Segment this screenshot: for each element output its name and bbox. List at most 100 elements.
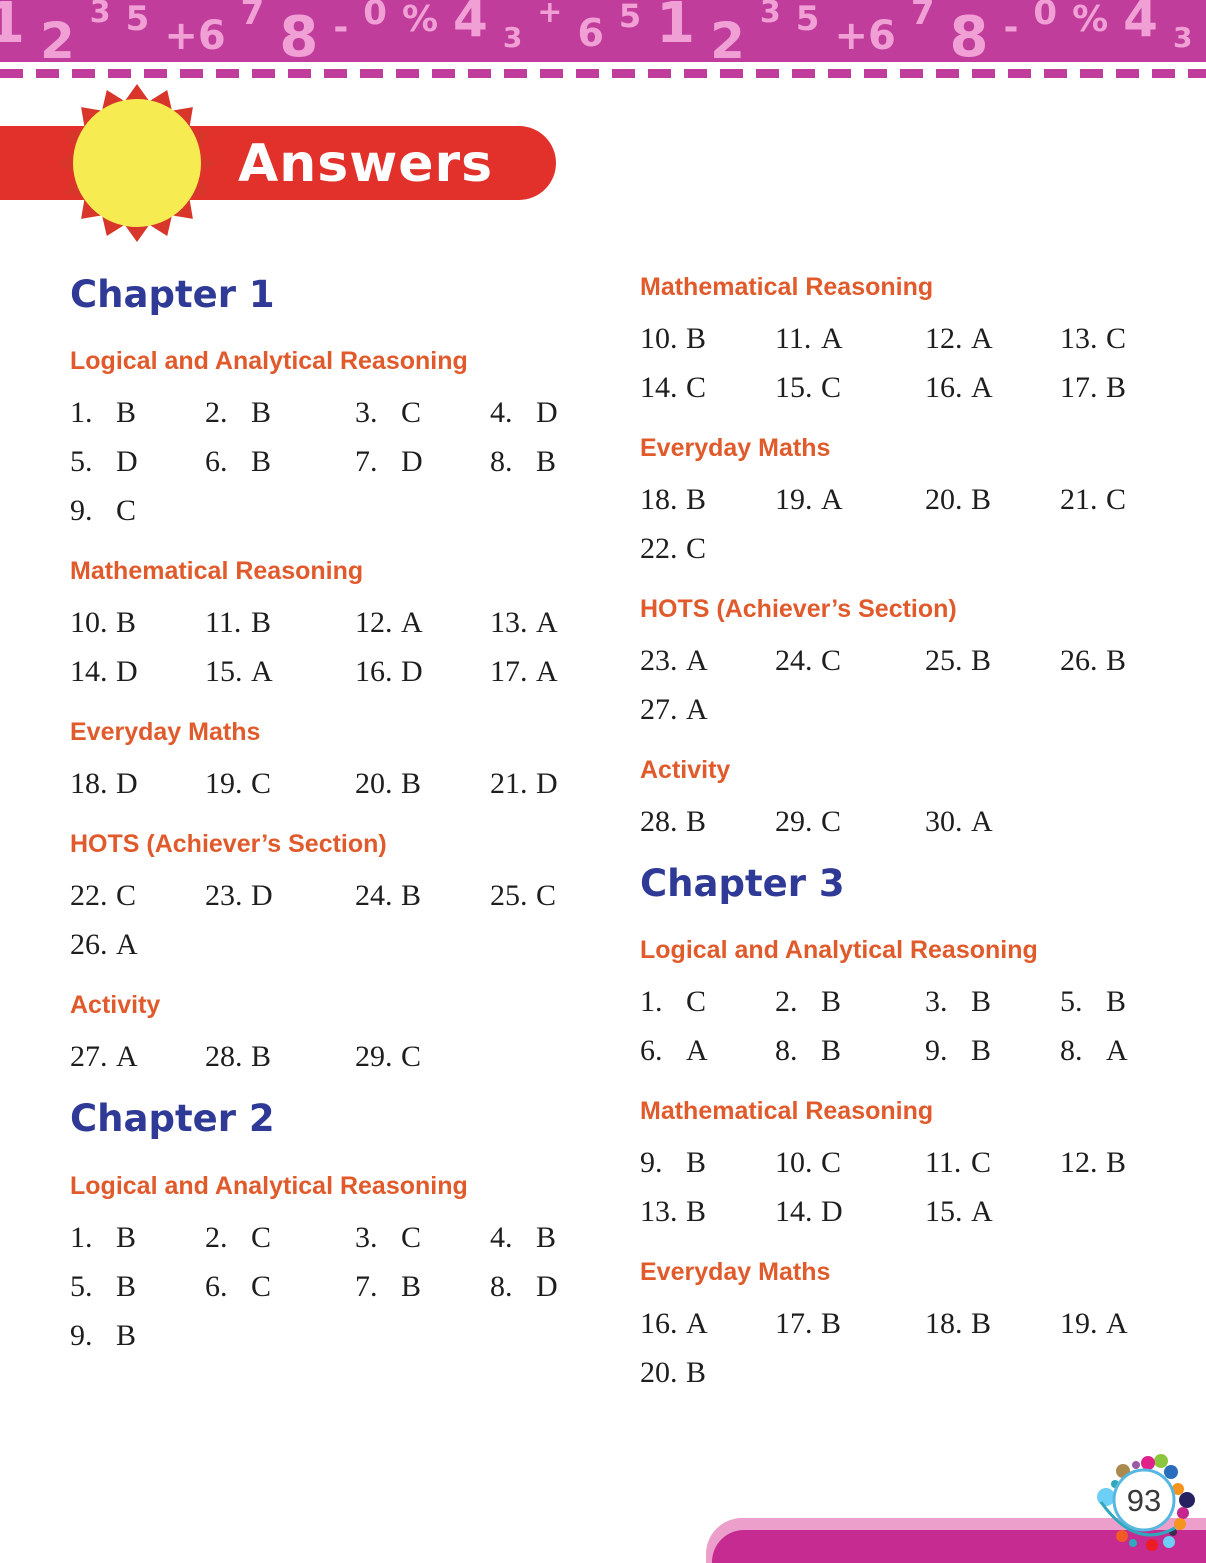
answer-item: 19. A — [775, 483, 925, 517]
answer-item: 8. D — [490, 1270, 595, 1304]
answer-item: 29. C — [355, 1040, 490, 1074]
answer-letter: B — [1106, 371, 1127, 404]
answer-letter: A — [971, 322, 993, 355]
answer-item: 3. C — [355, 1221, 490, 1255]
answer-item: 28. B — [640, 805, 775, 839]
answer-item: 19. A — [1060, 1307, 1165, 1341]
answer-item: 26. B — [1060, 644, 1165, 678]
answer-letter: B — [821, 1307, 842, 1341]
answer-number: 12. — [355, 606, 393, 640]
answer-number: 10. — [70, 606, 108, 640]
answer-item: 11. B — [205, 606, 355, 640]
answer-item: 22. C — [640, 532, 775, 566]
answer-number: 25. — [490, 879, 528, 913]
answer-number: 16. — [355, 655, 393, 689]
answer-letter: D — [116, 767, 138, 801]
answer-number: 20. — [640, 1356, 678, 1390]
answer-item: 6. A — [640, 1034, 775, 1068]
right-column: Mathematical Reasoning 10. B 11. A 12. A 13. C 14… — [640, 272, 1165, 1390]
answer-item: 1. B — [70, 1221, 205, 1255]
answer-number: 2. — [205, 1220, 228, 1254]
answer-item: 6. B — [205, 445, 355, 479]
answer-letter: C — [251, 1220, 272, 1254]
answer-grid: 28. B 29. C 30. A — [640, 805, 1165, 839]
answer-letter: B — [686, 1195, 707, 1229]
section-heading: Activity — [70, 991, 161, 1020]
answer-item: 17. A — [490, 655, 595, 689]
answer-number: 20. — [925, 483, 963, 516]
pattern-glyph: - — [333, 7, 349, 48]
answer-grid: 10. B 11. B 12. A 13. A 14. D 15. A 16. D 17. A — [70, 606, 595, 689]
chapter-heading: Chapter 1 — [70, 273, 275, 316]
decorative-dot — [1177, 1507, 1189, 1519]
answer-item: 21. C — [1060, 483, 1165, 517]
answer-number: 26. — [70, 928, 108, 962]
decorative-dot — [1146, 1539, 1158, 1551]
answer-grid: 1. C 2. B 3. B 5. B 6. A 8. B 9. B 8. A — [640, 985, 1165, 1068]
pattern-glyph: 8 — [279, 5, 319, 63]
answer-item: 3. B — [925, 985, 1060, 1019]
answer-letter: A — [971, 805, 993, 838]
pattern-glyph: 8 — [949, 5, 989, 63]
answer-item: 18. B — [640, 483, 775, 517]
answer-number: 1. — [70, 1220, 93, 1254]
answer-item: 9. B — [925, 1034, 1060, 1068]
answer-letter: C — [401, 396, 422, 430]
section-heading: Everyday Maths — [640, 1258, 831, 1287]
answer-number: 17. — [1060, 371, 1098, 404]
answer-grid: 18. D 19. C 20. B 21. D — [70, 767, 595, 801]
answer-item: 10. B — [70, 606, 205, 640]
answer-number: 1. — [70, 396, 93, 430]
answer-number: 17. — [775, 1307, 813, 1341]
answer-number: 10. — [640, 322, 678, 355]
answer-letter: A — [821, 322, 843, 355]
answer-number: 22. — [70, 879, 108, 913]
answer-letter: D — [401, 445, 423, 479]
section-heading: Mathematical Reasoning — [70, 557, 364, 586]
answer-number: 4. — [490, 1220, 513, 1254]
answer-letter: B — [971, 644, 992, 677]
answer-number: 16. — [640, 1307, 678, 1341]
answer-item: 17. B — [1060, 371, 1165, 405]
answer-letter: B — [686, 483, 707, 516]
answer-number: 3. — [925, 985, 948, 1019]
answer-number: 21. — [1060, 483, 1098, 516]
decorative-dot — [1116, 1530, 1128, 1542]
answer-letter: C — [116, 494, 137, 528]
pattern-glyph: 4 — [1123, 0, 1158, 48]
answer-letter: A — [536, 606, 558, 640]
answer-item: 12. A — [355, 606, 490, 640]
answer-number: 12. — [1060, 1146, 1098, 1180]
answer-letter: C — [821, 644, 842, 677]
answer-letter: A — [1106, 1307, 1128, 1341]
answer-number: 20. — [355, 767, 393, 801]
answer-letter: A — [821, 483, 843, 516]
section-heading: Activity — [640, 756, 731, 784]
pattern-glyph: 7 — [240, 0, 265, 33]
answer-item: 27. A — [70, 1040, 205, 1074]
answer-letter: B — [686, 322, 707, 355]
answer-number: 18. — [925, 1307, 963, 1341]
answer-number: 25. — [925, 644, 963, 677]
pattern-glyph: + — [537, 0, 563, 30]
answer-number: 13. — [640, 1195, 678, 1229]
answer-item: 8. B — [775, 1034, 925, 1068]
answer-letter: B — [536, 1220, 557, 1254]
answer-number: 30. — [925, 805, 963, 838]
answer-number: 14. — [640, 371, 678, 404]
answer-letter: C — [1106, 322, 1127, 355]
pattern-glyph: 1 — [656, 0, 696, 56]
answer-number: 3. — [355, 396, 378, 430]
decorative-dot — [1154, 1454, 1168, 1468]
answer-letter: B — [686, 1356, 707, 1390]
answer-item: 20. B — [925, 483, 1060, 517]
answer-number: 19. — [205, 767, 243, 801]
answer-grid: 22. C 23. D 24. B 25. C 26. A — [70, 879, 595, 962]
answer-letter: A — [116, 928, 138, 962]
pattern-glyph: 3 — [502, 21, 523, 54]
answer-item: 23. A — [640, 644, 775, 678]
answer-item: 12. A — [925, 322, 1060, 356]
answer-letter: A — [971, 1195, 993, 1229]
answer-letter: D — [251, 879, 273, 913]
